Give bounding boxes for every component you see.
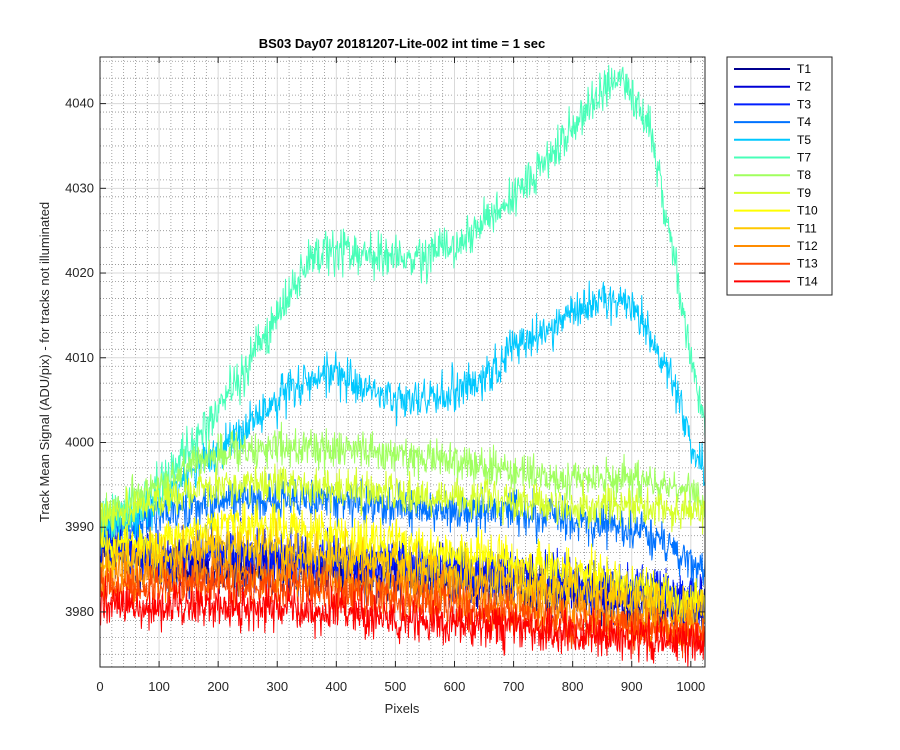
- series-line-t10: [99, 498, 706, 622]
- x-tick-labels: 0 100 200 300 400 500 600 700 800 900 1000: [96, 679, 705, 694]
- chart-title: BS03 Day07 20181207-Lite-002 int time = …: [259, 36, 546, 51]
- series-line-t7: [99, 64, 706, 541]
- y-tick-label: 4010: [65, 350, 94, 365]
- legend-label-t5: T5: [797, 133, 811, 147]
- y-tick-label: 4030: [65, 180, 94, 195]
- series-layer: [99, 64, 706, 668]
- legend: T1 T2 T3 T4 T5 T7 T8 T9 T10 T11 T12 T13 T14: [726, 56, 833, 296]
- plot-frame: [99, 56, 706, 668]
- legend-label-t10: T10: [797, 204, 818, 218]
- y-axis-label: Track Mean Signal (ADU/pix) - for tracks…: [37, 202, 52, 522]
- legend-label-t1: T1: [797, 62, 811, 76]
- legend-label-t14: T14: [797, 274, 818, 288]
- legend-items: T1 T2 T3 T4 T5 T7 T8 T9 T10 T11 T12 T13 T14: [734, 62, 818, 288]
- x-tick-label: 1000: [676, 679, 705, 694]
- x-tick-label: 700: [503, 679, 525, 694]
- series-line-t9: [99, 463, 706, 545]
- y-tick-label: 4040: [65, 96, 94, 111]
- x-tick-label: 0: [96, 679, 103, 694]
- x-tick-label: 800: [562, 679, 584, 694]
- legend-label-t12: T12: [797, 239, 818, 253]
- legend-label-t13: T13: [797, 257, 818, 271]
- y-tick-label: 3980: [65, 604, 94, 619]
- x-tick-label: 300: [266, 679, 288, 694]
- series-line-t8: [99, 421, 706, 537]
- y-tick-labels: 3980 3990 4000 4010 4020 4030 4040: [65, 96, 94, 619]
- x-tick-label: 400: [325, 679, 347, 694]
- x-tick-label: 500: [385, 679, 407, 694]
- legend-label-t9: T9: [797, 186, 811, 200]
- y-tick-label: 3990: [65, 519, 94, 534]
- legend-label-t11: T11: [797, 221, 817, 235]
- legend-label-t3: T3: [797, 97, 811, 111]
- y-tick-label: 4000: [65, 434, 94, 449]
- tick-marks: [99, 57, 705, 667]
- x-tick-label: 100: [148, 679, 170, 694]
- legend-label-t2: T2: [797, 80, 811, 94]
- series-line-t14: [99, 575, 706, 668]
- x-tick-label: 200: [207, 679, 229, 694]
- legend-label-t7: T7: [797, 151, 811, 165]
- x-axis-label: Pixels: [385, 701, 420, 716]
- x-tick-label: 600: [444, 679, 466, 694]
- x-tick-label: 900: [621, 679, 643, 694]
- legend-label-t8: T8: [797, 168, 811, 182]
- y-tick-label: 4020: [65, 265, 94, 280]
- legend-label-t4: T4: [797, 115, 811, 129]
